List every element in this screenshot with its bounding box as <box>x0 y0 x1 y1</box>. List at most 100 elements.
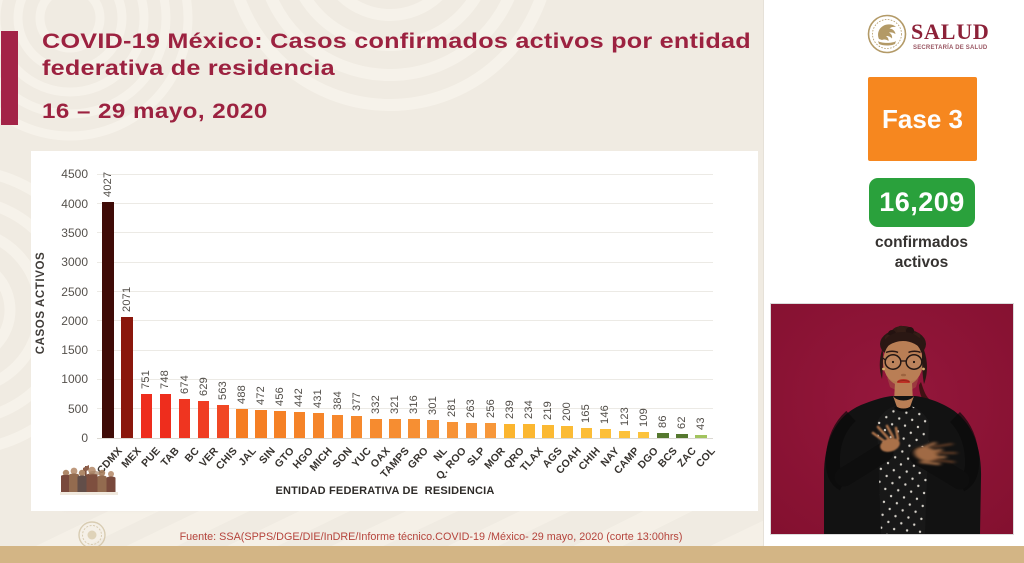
bar-ver <box>197 401 210 438</box>
bar-value-label: 316 <box>408 395 421 415</box>
bar-value-label: 234 <box>522 400 535 420</box>
bar-value-label: 86 <box>656 415 669 428</box>
bar-value-label: 200 <box>561 402 574 422</box>
gridline <box>97 232 713 234</box>
bar-bcs <box>657 432 669 438</box>
active-count: 16,209 <box>879 187 965 217</box>
gridline <box>97 291 713 292</box>
gridline <box>97 320 713 322</box>
date-range: 16 – 29 mayo, 2020 <box>42 100 268 123</box>
count-caption: confirmados activos <box>874 234 968 271</box>
y-tick-label: 3000 <box>61 255 88 270</box>
bar-jal <box>236 409 248 438</box>
gridline <box>97 378 713 380</box>
bar-tab <box>159 394 172 438</box>
bar-tamps <box>389 419 401 438</box>
y-tick-label: 1500 <box>61 343 88 358</box>
bar-value-label: 748 <box>159 370 172 390</box>
bar-value-label: 563 <box>216 381 229 400</box>
bar-value-label: 332 <box>369 394 382 414</box>
y-tick-label: 1000 <box>61 372 88 387</box>
bar-value-label: 384 <box>331 391 344 411</box>
gridline <box>97 437 713 439</box>
bar-yuc <box>350 415 363 438</box>
active-count-badge: 16,209 <box>869 178 975 227</box>
bar-gto <box>274 411 286 438</box>
bar-value-label: 165 <box>580 404 593 424</box>
bar-tlax <box>523 424 535 438</box>
right-panel: SALUD SECRETARÍA DE SALUD Fase 3 16,209 … <box>763 0 1024 546</box>
bar-col <box>695 435 707 438</box>
y-tick-label: 2000 <box>61 313 88 328</box>
bar-value-label: 239 <box>503 400 516 419</box>
bar-sin <box>255 410 267 438</box>
bar-value-label: 2071 <box>121 286 134 312</box>
gridline <box>97 261 713 263</box>
bar-chis <box>217 405 229 438</box>
bar-camp <box>618 430 631 438</box>
bar-value-label: 146 <box>599 405 612 425</box>
bar-slp <box>465 422 478 438</box>
bar-value-label: 281 <box>446 397 459 417</box>
title-line2: federativa de residencia <box>42 57 335 80</box>
bar-value-label: 442 <box>293 388 306 408</box>
bar-value-label: 321 <box>388 395 401 415</box>
bar-son <box>331 415 344 438</box>
bar-ags <box>542 425 554 438</box>
bar-value-label: 488 <box>235 385 248 405</box>
bar-dgo <box>637 431 650 438</box>
sign-language-interpreter-video <box>771 304 1013 534</box>
gridline <box>97 408 713 410</box>
y-tick-label: 3500 <box>61 225 88 240</box>
source-note: Fuente: SSA(SPPS/DGE/DIE/InDRE/Informe t… <box>179 531 683 543</box>
bar-value-label: 629 <box>197 377 210 397</box>
bar-value-label: 431 <box>312 388 325 408</box>
phase-badge: Fase 3 <box>868 77 977 161</box>
bar-value-label: 4027 <box>102 171 114 198</box>
bar-mor <box>484 422 497 438</box>
phase-label: Fase 3 <box>882 103 963 134</box>
bar-value-label: 472 <box>255 386 268 406</box>
bar-cdmx <box>102 202 114 438</box>
bar-zac <box>676 434 688 438</box>
y-tick-label: 4000 <box>61 196 88 211</box>
bar-value-label: 62 <box>675 416 688 430</box>
bar-qro <box>503 423 516 438</box>
bar-nl <box>427 420 439 438</box>
y-tick-label: 0 <box>81 431 88 445</box>
bar-coah <box>561 426 573 438</box>
y-tick-label: 4500 <box>61 167 88 182</box>
bar-mex <box>121 316 133 438</box>
bar-gro <box>408 419 420 438</box>
salud-logo-tagline: SECRETARÍA DE SALUD <box>913 45 988 51</box>
bar-chih <box>580 428 592 438</box>
bar-value-label: 219 <box>541 401 554 421</box>
page-title: COVID-19 México: Casos confirmados activ… <box>42 28 918 82</box>
bar-value-label: 109 <box>637 407 650 427</box>
title-accent-bar <box>1 31 18 125</box>
bar-mich <box>312 412 325 438</box>
bar-oax <box>370 418 382 438</box>
bar-value-label: 123 <box>618 406 631 426</box>
bar-value-label: 751 <box>140 370 153 389</box>
bar-value-label: 674 <box>178 374 191 394</box>
title-line1: COVID-19 México: Casos confirmados activ… <box>42 30 751 53</box>
x-axis-title: ENTIDAD FEDERATIVA DE RESIDENCIA <box>275 485 495 497</box>
salud-logo-text: SALUD <box>911 19 990 44</box>
independence-heroes-watermark <box>60 465 118 495</box>
bar-nay <box>599 429 612 438</box>
y-tick-label: 500 <box>67 401 88 416</box>
bar-value-label: 377 <box>350 391 363 411</box>
bar-value-label: 256 <box>484 399 497 418</box>
bar-pue <box>140 393 152 438</box>
eagle-seal-icon <box>867 14 907 54</box>
bar-hgo <box>293 412 306 438</box>
bar-value-label: 263 <box>465 398 478 418</box>
bar-bc <box>178 398 191 438</box>
y-tick-label: 2500 <box>61 284 88 299</box>
bar-value-label: 43 <box>695 417 708 431</box>
gridline <box>97 203 713 205</box>
chart-panel: CASOS ACTIVOS 0 500 1000 1500 2000 2500 3000 35… <box>31 151 758 511</box>
gridline <box>97 349 713 351</box>
